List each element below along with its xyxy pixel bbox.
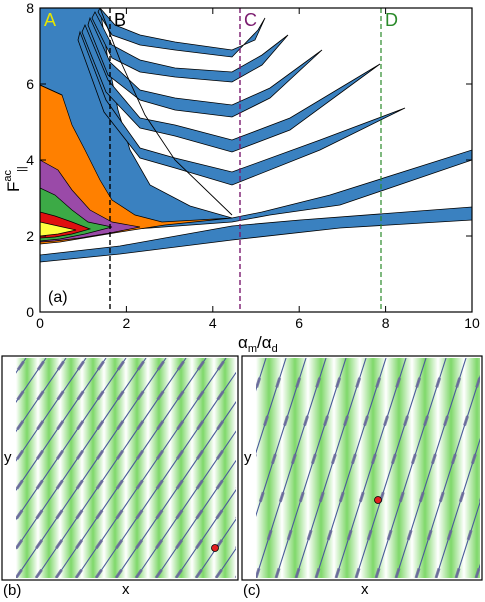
vortex-chain [256,358,327,578]
vortex-chain [455,500,480,578]
x-tick-label: 8 [382,315,390,331]
panel-label-a: (a) [48,289,68,306]
marker-label-D: D [385,10,398,30]
vortex-chain [295,358,367,578]
substrate-stripe [214,358,236,578]
panel-label-c: (c) [243,582,261,599]
vortex-cluster [174,487,236,578]
vortex-cluster [16,358,48,405]
substrate-stripes-c [256,358,480,578]
vortex-cluster [34,358,188,578]
vortex-cluster [134,428,236,578]
substrate-stripe [82,358,104,578]
vortex-chain [375,358,447,578]
substrate-stripe [38,358,60,578]
panel-b-xlabel: x [122,581,130,598]
vortex-cluster [54,358,208,578]
x-tick-label: 2 [123,315,131,331]
tracer-particle-c [374,496,382,504]
substrate-stripe [104,358,126,578]
y-tick-label: 4 [26,152,34,168]
substrate-stripe [334,358,360,578]
vortex-chain [395,358,467,578]
vortex-cluster [16,358,68,434]
y-axis-label: Fac|| [2,166,28,192]
marker-label-B: B [114,10,126,30]
substrate-stripes-b [16,358,236,578]
tick-marks-a: 0 2 4 6 8 10 0 2 4 6 8 [26,0,480,331]
vortex-chain [415,375,480,578]
vortex-chain [256,358,287,455]
y-tick-label: 0 [26,304,34,320]
x-tick-label: 0 [36,315,44,331]
substrate-stripe [126,358,148,578]
vortex-chains-b [16,358,236,578]
vortex-cluster [74,358,228,578]
panel-b-ylabel: y [4,449,12,466]
substrate-stripe [412,358,438,578]
boundary-lines [40,8,233,216]
yellow-region [40,221,77,237]
tracer-particle-b [211,544,219,552]
upper-bands [77,8,406,186]
phase-diagram-panel: 0 2 4 6 8 10 0 2 4 6 8 A B C D (a) Fac|| αm/αd [2,0,480,355]
orange-region [40,84,233,245]
panel-c-ylabel: y [244,449,252,466]
vortex-cluster [154,458,236,578]
substrate-stripe [386,358,412,578]
vortex-chain [355,358,427,578]
marker-label-A: A [44,10,56,30]
vortex-chain [256,358,307,517]
vortex-cluster [114,399,236,578]
x-tick-label: 4 [209,315,217,331]
x-tick-label: 6 [295,315,303,331]
substrate-stripe [282,358,308,578]
vortex-chains-c [256,358,480,578]
snapshot-panel-c: y x (c) [241,355,483,599]
vortex-cluster [16,358,88,464]
y-tick-label: 6 [26,76,34,92]
vortex-chain [435,437,480,578]
marker-label-C: C [244,10,257,30]
substrate-stripe [308,358,334,578]
vortex-cluster [16,358,168,578]
substrate-stripe [170,358,192,578]
panel-label-b: (b) [3,582,21,599]
vortex-cluster [16,358,108,493]
snapshot-panel-b: y x (b) [1,355,239,599]
vortex-cluster [16,358,148,552]
vortex-chain [335,358,407,578]
y-tick-label: 8 [26,0,34,16]
blue-band-lower [40,206,472,263]
vortex-cluster [94,370,236,578]
substrate-stripe [16,358,38,578]
vortex-cluster [194,516,236,578]
substrate-stripe [256,358,282,578]
substrate-stripe [360,358,386,578]
vortex-chain [315,358,387,578]
x-tick-label: 10 [464,315,480,331]
vortex-chain [275,358,347,578]
x-axis-label: αm/αd [238,333,278,355]
vortex-cluster [16,358,128,522]
y-tick-label: 2 [26,228,34,244]
panel-c-xlabel: x [361,581,369,598]
